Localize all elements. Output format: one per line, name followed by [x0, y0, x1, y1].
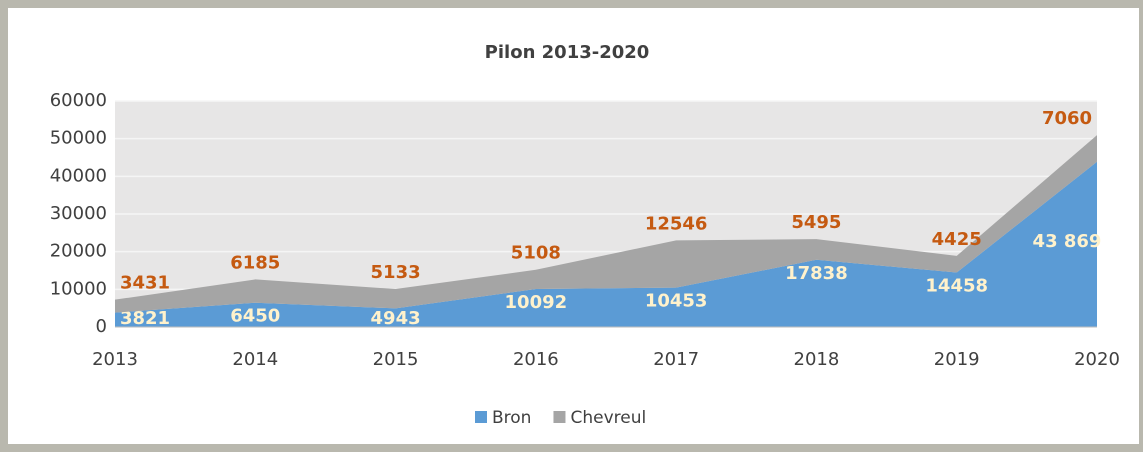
area	[115, 135, 1097, 313]
data-label: 12546	[645, 213, 708, 234]
y-tick-label: 60000	[50, 90, 107, 111]
data-label: 7060	[1042, 108, 1092, 129]
data-label: 43 869	[1033, 231, 1102, 252]
y-tick-label: 40000	[50, 165, 107, 186]
data-label: 14458	[925, 276, 988, 297]
y-tick-label: 0	[96, 316, 107, 337]
y-tick-label: 10000	[50, 278, 107, 299]
data-label: 6185	[230, 252, 280, 273]
y-tick-label: 50000	[50, 128, 107, 149]
legend-swatch	[553, 411, 566, 423]
data-label: 4943	[371, 308, 421, 329]
data-label: 5495	[791, 212, 841, 233]
data-label: 6450	[230, 306, 280, 327]
x-tick-label: 2015	[373, 349, 419, 370]
x-tick-label: 2020	[1074, 349, 1120, 370]
chart-title: Pilon 2013-2020	[485, 42, 650, 63]
x-tick-label: 2014	[232, 349, 278, 370]
x-tick-label: 2016	[513, 349, 559, 370]
legend-label: Chevreul	[570, 408, 646, 428]
data-label: 4425	[932, 229, 982, 250]
x-tick-label: 2018	[794, 349, 840, 370]
area	[115, 161, 1097, 327]
data-label: 5133	[371, 262, 421, 283]
x-tick-label: 2019	[934, 349, 980, 370]
x-tick-label: 2013	[92, 349, 138, 370]
data-label: 10453	[645, 291, 708, 312]
legend-swatch	[475, 411, 487, 423]
data-label: 3431	[120, 273, 170, 294]
data-label: 3821	[120, 308, 170, 329]
y-tick-label: 30000	[50, 203, 107, 224]
data-label: 10092	[505, 292, 568, 313]
legend-label: Bron	[492, 408, 531, 428]
data-label: 5108	[511, 243, 561, 264]
data-label: 17838	[785, 263, 848, 284]
y-tick-label: 20000	[50, 241, 107, 262]
x-tick-label: 2017	[653, 349, 699, 370]
